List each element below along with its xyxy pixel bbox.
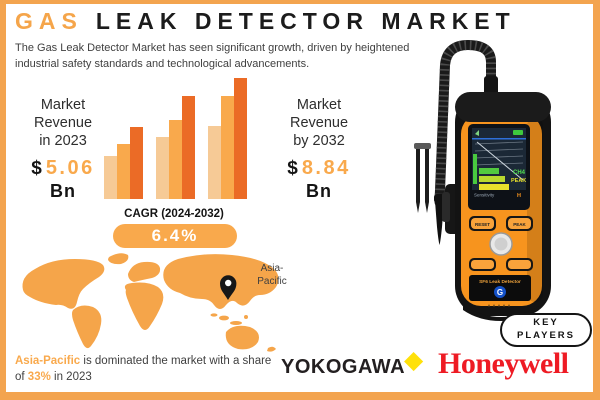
currency-symbol: $ — [31, 158, 42, 180]
continent-greenland — [108, 253, 129, 265]
battery-icon — [513, 130, 523, 135]
islands-sea — [210, 313, 218, 317]
button-reset: RESET — [475, 222, 490, 227]
device-buttons: RESET PEAK — [469, 216, 533, 271]
cagr-value-pill: 6.4% — [113, 224, 237, 248]
yokogawa-logo: YOKOGAWA — [281, 356, 406, 378]
title-highlight: GAS — [15, 8, 83, 34]
note-region: Asia-Pacific — [15, 355, 81, 367]
world-map — [22, 253, 279, 352]
bar-group-middle-group — [156, 96, 195, 199]
bar-dark-orange — [130, 127, 143, 199]
islands-sea — [244, 315, 248, 319]
subtitle: The Gas Leak Detector Market has seen si… — [15, 42, 410, 70]
bar-light-orange — [104, 156, 117, 199]
note-text-end: in 2023 — [50, 370, 92, 383]
islands-sea — [219, 315, 229, 321]
bar-mid-orange — [221, 96, 234, 199]
bar-dark-orange — [234, 78, 247, 199]
stat-number: 8.84 — [301, 157, 351, 180]
device-screen: CH4 PEAK Sensitivity H — [468, 124, 530, 210]
bar-group-right-group — [208, 78, 247, 199]
bar-mid-orange — [169, 120, 182, 199]
note-text-mid: is dominated the market with a share of — [15, 355, 272, 383]
map-region-label: Asia- Pacific — [257, 263, 287, 287]
title-rest: LEAK DETECTOR MARKET — [95, 8, 516, 34]
stat-value: $8.84 Bn — [264, 157, 374, 202]
page-title: GAS LEAK DETECTOR MARKET — [15, 8, 516, 35]
gas-leak-detector-device: CH4 PEAK Sensitivity H RESET PEAK SF6 Le… — [414, 39, 551, 321]
screen-gas-text: CH4 — [513, 170, 526, 176]
screen-footer-text: Sensitivity — [474, 193, 495, 198]
bar-dark-orange — [182, 96, 195, 199]
device-top-cap — [455, 92, 551, 122]
stat-label: Market Revenue by 2032 — [289, 97, 349, 150]
bar-light-orange — [208, 126, 221, 199]
bar-light-orange — [156, 137, 169, 199]
bar-mid-orange — [117, 144, 130, 199]
screen-peak-text: PEAK — [511, 178, 526, 184]
stat-revenue-2032: Market Revenue by 2032 $8.84 Bn — [264, 96, 374, 202]
continent-north-america — [22, 259, 105, 309]
probe-tip — [435, 198, 444, 245]
key-players-badge: KEY PLAYERS — [500, 313, 592, 347]
stat-value: $5.06 Bn — [17, 157, 109, 202]
button-peak: PEAK — [513, 222, 526, 227]
stat-unit: Bn — [50, 181, 76, 202]
speaker-icon — [475, 130, 479, 136]
continent-africa — [124, 282, 164, 330]
growth-bar-chart — [104, 77, 249, 199]
location-pin-icon — [220, 275, 237, 300]
probe-fork — [414, 143, 431, 213]
cagr-label: CAGR (2024-2032) — [124, 208, 224, 220]
screen-footer-value: H — [517, 193, 521, 199]
honeywell-logo: Honeywell — [438, 347, 569, 380]
continent-south-america — [72, 305, 102, 349]
island-new-zealand — [267, 346, 276, 352]
stat-number: 5.06 — [45, 157, 95, 180]
device-label-text: SF6 Leak Detector — [479, 279, 521, 285]
region-note: Asia-Pacific is dominated the market wit… — [15, 354, 281, 385]
stat-revenue-2023: Market Revenue in 2023 $5.06 Bn — [17, 96, 109, 202]
continent-europe — [128, 261, 161, 282]
device-label-panel: SF6 Leak Detector G — [469, 275, 531, 301]
hose-connector — [484, 76, 498, 96]
stat-unit: Bn — [306, 181, 332, 202]
currency-symbol: $ — [287, 158, 298, 180]
speaker-holes — [488, 304, 510, 307]
stat-label: Market Revenue in 2023 — [33, 97, 93, 150]
yokogawa-diamond-icon: ◆ — [404, 346, 424, 374]
device-logo-letter: G — [497, 288, 503, 297]
note-share: 33% — [27, 370, 51, 383]
bar-group-left-group — [104, 127, 143, 199]
device-brand-logo-icon — [494, 286, 506, 298]
continent-australia — [225, 325, 259, 350]
islands-sea — [230, 321, 242, 325]
map-continents — [22, 253, 279, 352]
